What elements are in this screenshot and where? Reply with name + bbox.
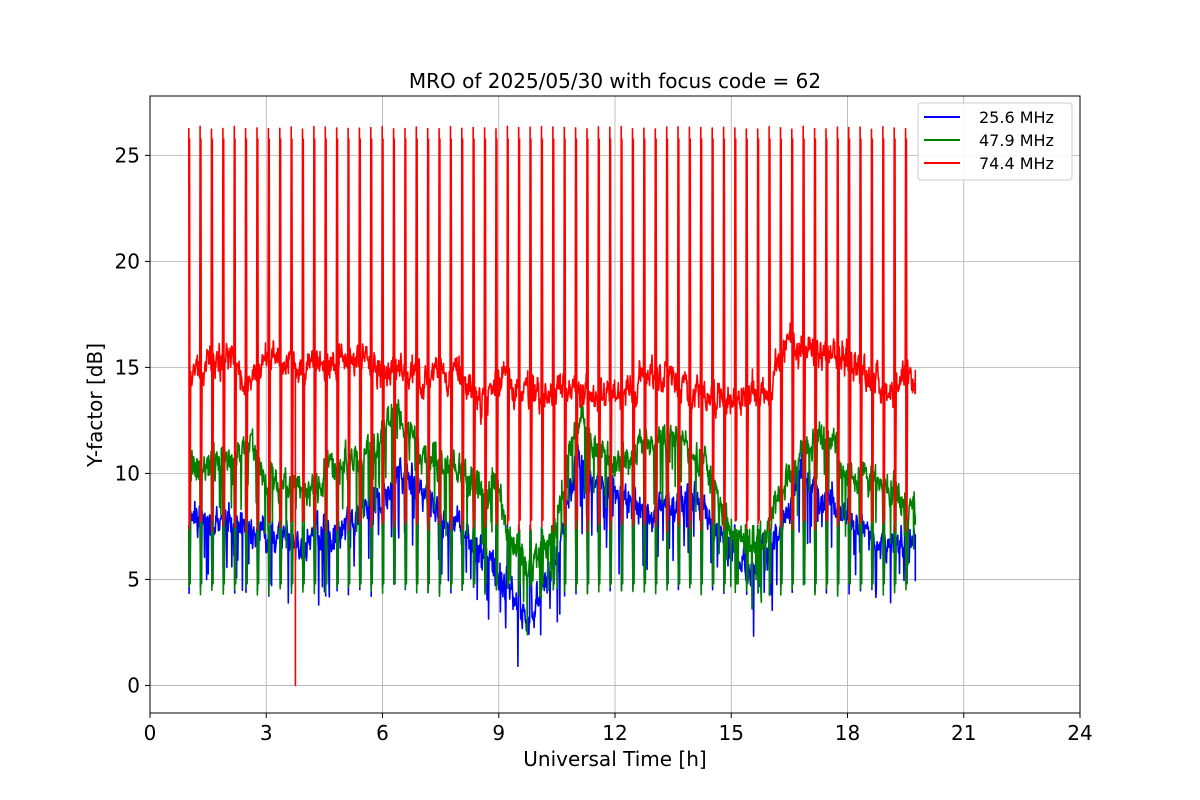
y-tick-label: 25	[115, 143, 140, 167]
legend: 25.6 MHz 47.9 MHz 74.4 MHz	[917, 102, 1073, 181]
x-tick-label: 15	[719, 721, 744, 745]
y-tick-label: 10	[115, 461, 140, 485]
series-line-2	[188, 125, 917, 687]
y-axis-label: Y-factor [dB]	[83, 343, 107, 468]
x-tick-label: 3	[260, 721, 273, 745]
legend-label: 47.9 MHz	[979, 131, 1054, 150]
axis-ticks: 0 3 6 9 12 15 18 21 24 0 5 10 15 20 25	[115, 143, 1093, 745]
x-tick-label: 21	[951, 721, 976, 745]
legend-label: 25.6 MHz	[979, 108, 1054, 127]
x-tick-label: 6	[376, 721, 389, 745]
legend-label: 74.4 MHz	[979, 154, 1054, 173]
legend-box	[917, 102, 1073, 181]
y-tick-label: 0	[127, 673, 140, 697]
x-axis-label: Universal Time [h]	[523, 747, 706, 771]
x-tick-label: 0	[144, 721, 157, 745]
y-tick-label: 20	[115, 249, 140, 273]
x-tick-label: 12	[602, 721, 627, 745]
y-tick-label: 15	[115, 355, 140, 379]
plot-series	[188, 125, 917, 687]
y-tick-label: 5	[127, 567, 140, 591]
x-tick-label: 9	[492, 721, 505, 745]
x-tick-label: 18	[835, 721, 860, 745]
x-tick-label: 24	[1067, 721, 1092, 745]
chart-title: MRO of 2025/05/30 with focus code = 62	[409, 69, 821, 93]
